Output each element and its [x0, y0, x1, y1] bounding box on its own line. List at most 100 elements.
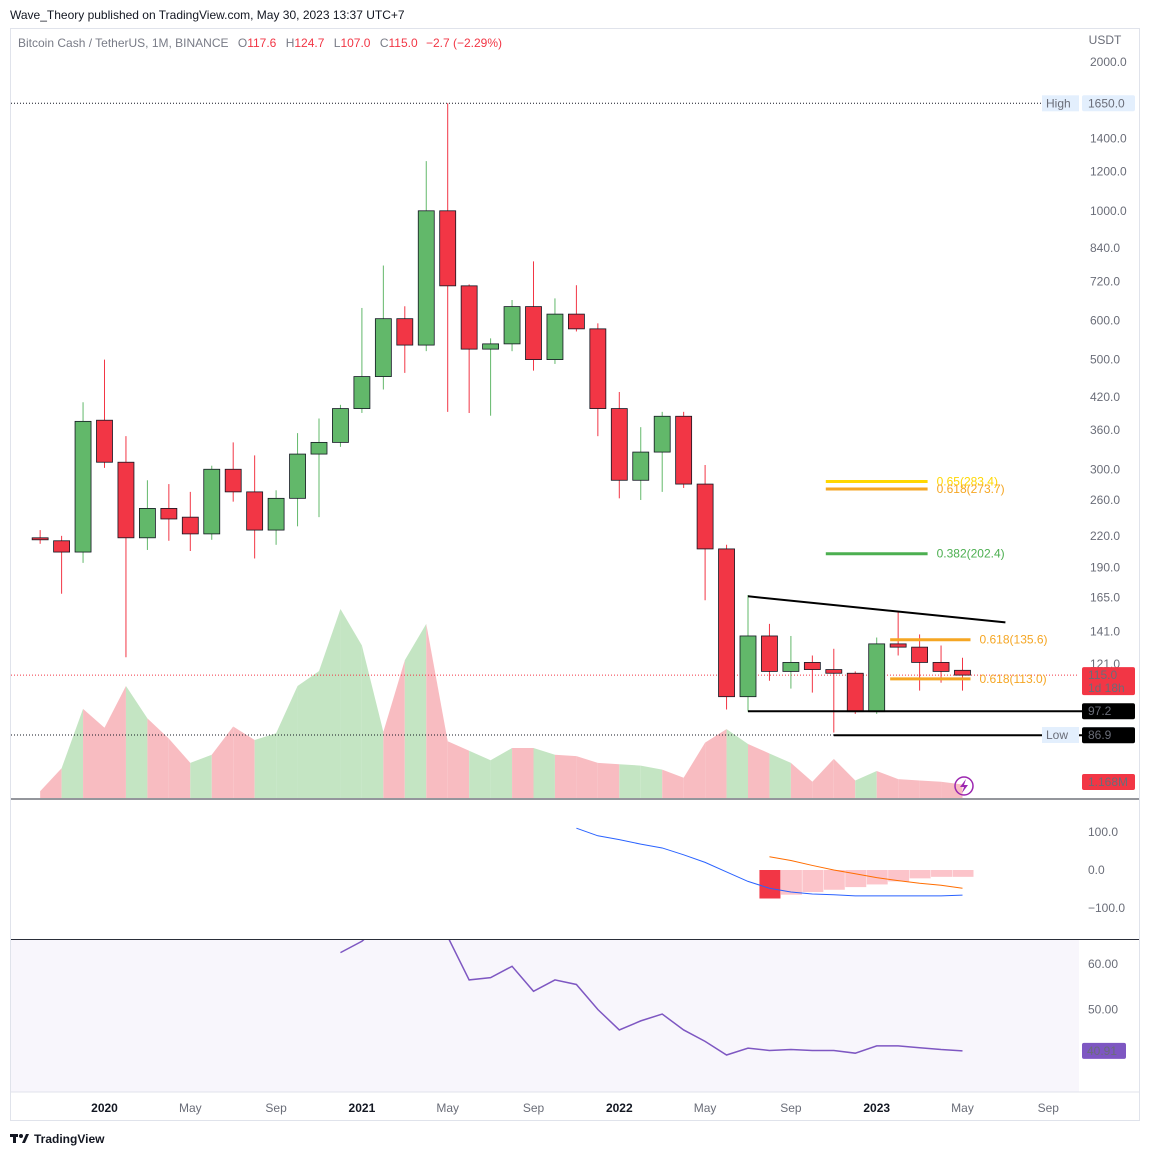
candle-body — [289, 453, 306, 499]
volume-area-segment — [426, 623, 448, 798]
macd-histogram-bar — [780, 870, 802, 895]
rsi-value-badge — [1082, 1042, 1126, 1059]
candle-body — [653, 415, 671, 453]
price-label-caption-bg — [1042, 727, 1079, 743]
y-tick-label: 420.0 — [1090, 390, 1120, 404]
macd-y-tick: 0.0 — [1088, 863, 1105, 877]
chart-frame — [10, 28, 1140, 1121]
volume-area-segment — [748, 744, 770, 798]
candle-body — [803, 662, 821, 670]
x-tick-label: Sep — [1038, 1101, 1060, 1115]
volume-area-segment — [790, 762, 813, 798]
candle-body — [460, 285, 478, 350]
footer-brand[interactable]: TradingView — [10, 1132, 104, 1147]
rsi-line — [340, 940, 963, 1056]
candle-body — [568, 313, 585, 330]
rsi-pane-background — [11, 940, 1079, 1092]
volume-area-segment — [898, 779, 920, 798]
volume-area-segment — [919, 780, 942, 798]
x-tick-label: 2022 — [606, 1101, 633, 1115]
symbol-name[interactable]: Bitcoin Cash / TetherUS, 1M, BINANCE — [18, 36, 229, 50]
candle-body — [911, 646, 928, 663]
y-tick-label: 360.0 — [1090, 423, 1120, 437]
macd-line — [576, 827, 963, 897]
footer-brand-label: TradingView — [34, 1132, 105, 1146]
fib-level-label: 0.65(283.4) — [937, 474, 998, 488]
publisher-line: Wave_Theory published on TradingView.com… — [10, 8, 405, 22]
x-tick-label: 2020 — [91, 1101, 118, 1115]
symbol-legend: Bitcoin Cash / TetherUS, 1M, BINANCE O11… — [18, 36, 502, 50]
fib-level-label: 0.618(135.6) — [980, 633, 1048, 647]
price-label-support-lower — [1082, 727, 1135, 744]
price-label-countdown: 1d 18h — [1088, 681, 1125, 695]
y-tick-label: 260.0 — [1090, 493, 1120, 507]
volume-area-segment — [855, 771, 877, 798]
lightning-icon — [954, 776, 974, 796]
fib-level-label: 0.618(113.0) — [980, 672, 1047, 686]
volume-area-segment — [104, 685, 126, 798]
macd-histogram-bar — [888, 870, 910, 882]
candle-body — [889, 643, 907, 648]
candle-body — [696, 483, 714, 550]
tradingview-logo-icon — [10, 1132, 30, 1147]
x-tick-label: 2021 — [349, 1101, 376, 1115]
candle-body — [782, 662, 800, 672]
macd-histogram-bar — [931, 870, 953, 877]
volume-area-segment — [512, 748, 534, 798]
candle-body — [503, 306, 521, 345]
volume-label-badge — [1082, 774, 1135, 790]
y-tick-label: 190.0 — [1090, 560, 1120, 574]
x-tick-label: May — [436, 1101, 459, 1115]
y-tick-label: 720.0 — [1090, 274, 1120, 288]
y-tick-label: 1000.0 — [1090, 204, 1127, 218]
volume-area-segment — [876, 771, 899, 798]
volume-area-segment — [125, 685, 148, 798]
high-value: 124.7 — [294, 36, 325, 50]
candle-body — [96, 419, 113, 463]
candle-body — [246, 491, 264, 531]
candle-body — [482, 343, 500, 350]
candle-body — [525, 306, 542, 361]
y-axis-unit: USDT — [1089, 33, 1122, 47]
volume-area-segment — [812, 758, 834, 798]
rsi-value-label: 40.91 — [1087, 1044, 1117, 1058]
volume-area-segment — [404, 623, 427, 798]
price-label-caption: High — [1046, 96, 1071, 110]
candle-body — [53, 540, 70, 553]
candle-body — [203, 468, 221, 535]
macd-signal-line — [769, 856, 963, 889]
macd-histogram-bar — [952, 870, 974, 877]
open-value: 117.6 — [247, 36, 277, 50]
fib-level-label: 0.618(273.7) — [937, 482, 1005, 496]
volume-area-segment — [554, 754, 577, 798]
rsi-y-tick: 50.00 — [1088, 1003, 1118, 1017]
change-value: −2.7 (−2.29%) — [425, 36, 503, 50]
candle-body — [954, 669, 971, 676]
volume-area-segment — [83, 708, 105, 798]
candle-body — [846, 672, 864, 713]
volume-area-segment — [662, 769, 684, 798]
y-tick-label: 220.0 — [1090, 529, 1120, 543]
lightning-bolt — [960, 779, 968, 793]
candle-body — [224, 468, 242, 493]
candle-body — [589, 328, 607, 409]
candle-body — [868, 643, 886, 713]
y-tick-label: 840.0 — [1090, 241, 1120, 255]
macd-histogram-bar — [845, 870, 867, 888]
close-label: C — [379, 36, 389, 50]
volume-area-segment — [576, 756, 598, 798]
volume-area-segment — [254, 733, 277, 798]
volume-area-segment — [319, 609, 341, 798]
candle-body — [160, 508, 178, 520]
y-tick-label: 300.0 — [1090, 462, 1120, 476]
candle-body — [632, 451, 650, 481]
x-tick-label: May — [694, 1101, 717, 1115]
price-label-current — [1082, 667, 1135, 696]
volume-area-segment — [276, 685, 298, 798]
y-tick-label: 1400.0 — [1090, 132, 1127, 146]
volume-area-segment — [233, 726, 255, 798]
volume-area-segment — [683, 742, 706, 798]
candle-body — [332, 408, 349, 443]
volume-area-segment — [490, 748, 513, 798]
